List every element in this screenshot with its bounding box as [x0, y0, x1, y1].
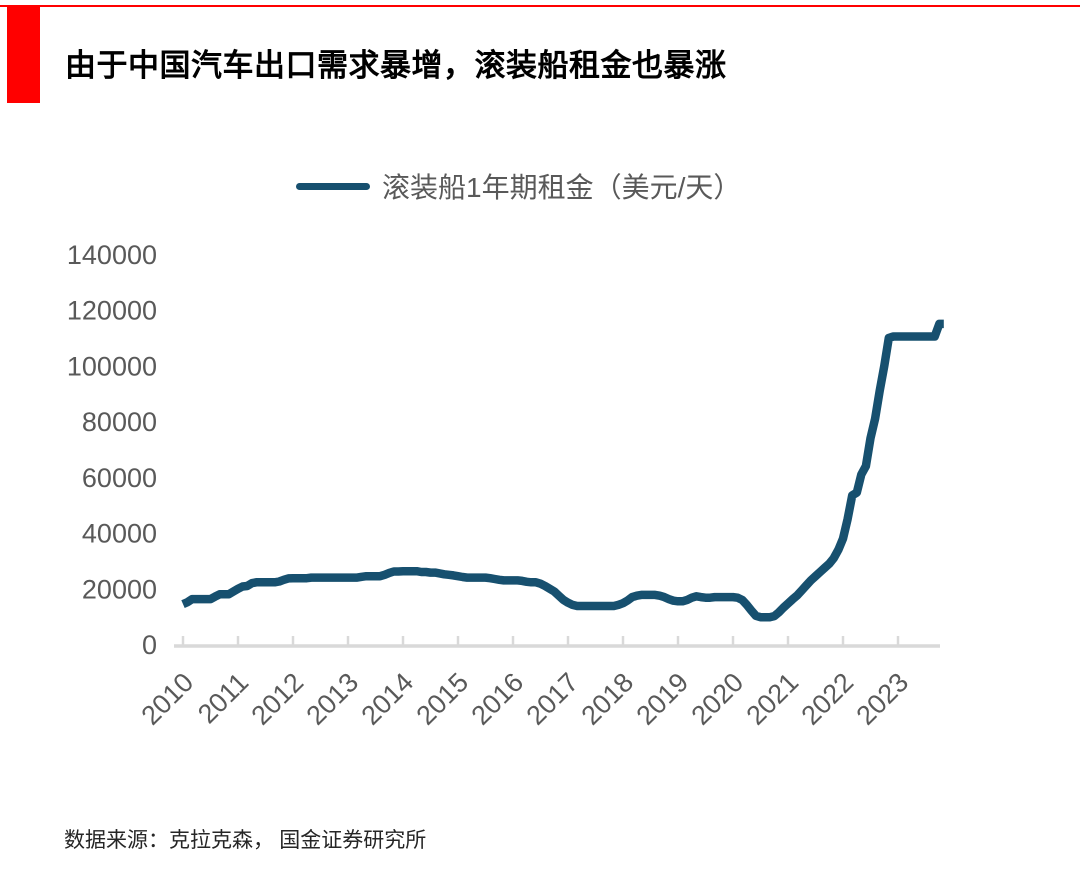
- x-tick-label: 2022: [796, 667, 860, 731]
- y-tick-label: 120000: [67, 296, 157, 326]
- x-tick-label: 2012: [246, 667, 310, 731]
- red-corner-marker: [7, 7, 40, 103]
- x-tick-label: 2016: [466, 667, 530, 731]
- x-tick-label: 2018: [576, 667, 640, 731]
- y-tick-label: 80000: [82, 407, 157, 437]
- chart-legend: 滚装船1年期租金（美元/天）: [296, 168, 741, 204]
- x-tick-label: 2021: [741, 667, 805, 731]
- x-tick-label: 2017: [521, 667, 585, 731]
- x-tick-label: 2015: [411, 667, 475, 731]
- y-tick-label: 0: [142, 630, 157, 660]
- y-tick-label: 100000: [67, 351, 157, 381]
- x-tick-label: 2014: [356, 667, 420, 731]
- top-red-rule: [0, 5, 1080, 7]
- y-tick-label: 60000: [82, 463, 157, 493]
- y-tick-label: 20000: [82, 574, 157, 604]
- x-tick-label: 2020: [686, 667, 750, 731]
- data-source-note: 数据来源：克拉克森， 国金证券研究所: [64, 828, 427, 852]
- legend-label: 滚装船1年期租金（美元/天）: [382, 172, 742, 203]
- x-tick-label: 2019: [631, 667, 695, 731]
- y-tick-label: 140000: [67, 240, 157, 270]
- x-tick-label: 2010: [136, 667, 200, 731]
- x-tick-label: 2013: [301, 667, 365, 731]
- x-tick-label: 2023: [851, 667, 915, 731]
- x-tick-label: 2011: [192, 667, 254, 729]
- y-tick-label: 40000: [82, 519, 157, 549]
- legend-line-icon: [296, 182, 370, 190]
- page-title: 由于中国汽车出口需求暴增，滚装船租金也暴涨: [65, 48, 727, 83]
- chart-line: [181, 319, 944, 622]
